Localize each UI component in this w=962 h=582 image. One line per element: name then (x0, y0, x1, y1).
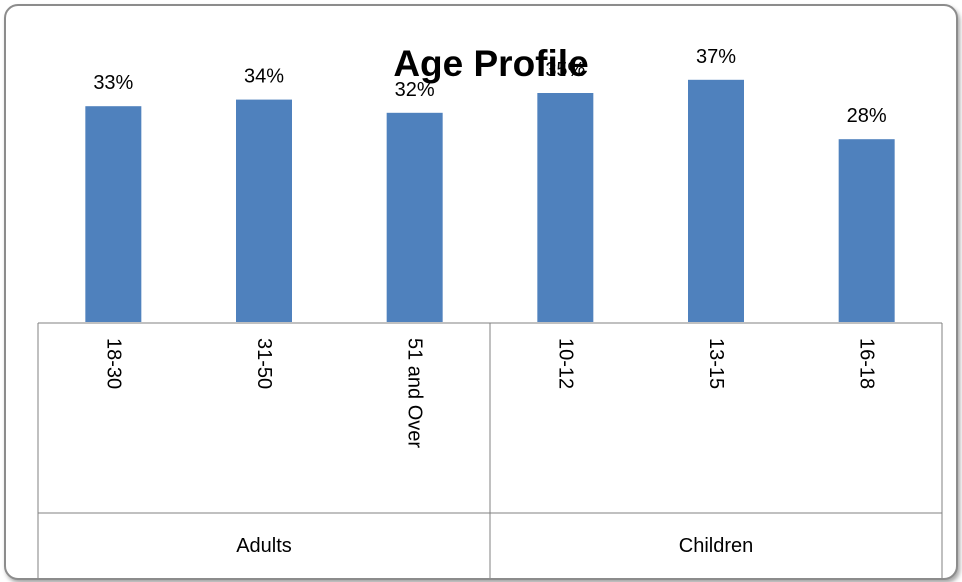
bar-31-50 (234, 97, 294, 324)
bar-10-12 (535, 91, 596, 324)
bar-18-30 (83, 104, 144, 324)
category-tick-label: 10-12 (554, 338, 576, 389)
category-tick-label: 16-18 (856, 338, 878, 389)
data-label: 37% (696, 46, 736, 68)
bar-51-and-over (384, 110, 445, 324)
category-axis: 18-30 31-50 51 and Over 10-12 13-15 16-18 Adul… (37, 322, 943, 578)
data-label: 28% (847, 105, 887, 127)
chart-title: Age Profile (393, 43, 588, 84)
data-label: 32% (395, 79, 435, 101)
category-tick-label: 13-15 (705, 338, 727, 389)
category-tick-label: 18-30 (102, 338, 124, 389)
data-label: 34% (244, 66, 284, 88)
bar-16-18 (836, 137, 897, 324)
data-label: 35% (545, 59, 585, 81)
category-tick-label: 31-50 (253, 338, 275, 389)
data-labels: 33% 34% 32% 35% 37% 28% (93, 46, 887, 127)
bar-series (83, 77, 897, 324)
group-label-children: Children (679, 535, 753, 557)
bar-13-15 (686, 77, 746, 324)
data-label: 33% (93, 72, 133, 94)
group-label-adults: Adults (236, 535, 292, 557)
bar-chart: Age Profile 33% 34% 32% 35% 37% 28% 18-30 31-5… (37, 43, 943, 578)
chart-frame: Age Profile 33% 34% 32% 35% 37% 28% 18-30 31-5… (4, 4, 958, 580)
category-tick-label: 51 and Over (404, 338, 426, 448)
